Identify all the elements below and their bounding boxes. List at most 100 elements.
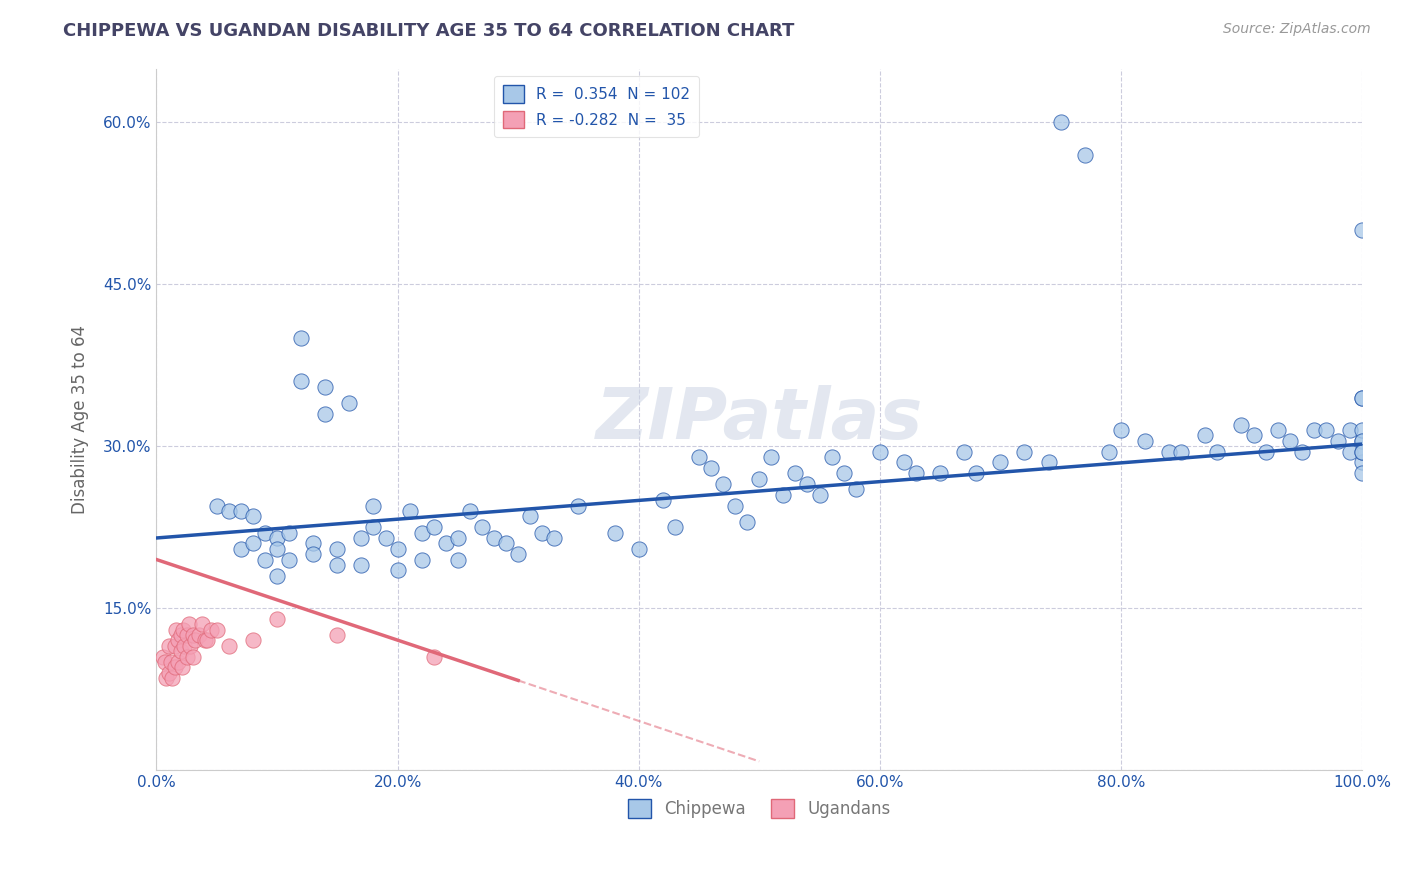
Point	[1302, 423, 1324, 437]
Point	[531, 525, 554, 540]
Point	[434, 536, 457, 550]
Point	[169, 644, 191, 658]
Point	[1351, 467, 1374, 481]
Point	[181, 628, 204, 642]
Point	[1014, 444, 1036, 458]
Point	[965, 467, 987, 481]
Point	[1170, 444, 1192, 458]
Point	[893, 455, 915, 469]
Point	[177, 617, 200, 632]
Point	[1339, 444, 1361, 458]
Point	[1074, 148, 1097, 162]
Text: Source: ZipAtlas.com: Source: ZipAtlas.com	[1223, 22, 1371, 37]
Point	[176, 628, 198, 642]
Point	[1230, 417, 1253, 432]
Point	[772, 488, 794, 502]
Point	[179, 639, 201, 653]
Point	[820, 450, 842, 464]
Point	[169, 628, 191, 642]
Point	[423, 520, 446, 534]
Point	[290, 331, 312, 345]
Point	[482, 531, 505, 545]
Point	[651, 493, 673, 508]
Point	[1159, 444, 1181, 458]
Point	[205, 499, 228, 513]
Point	[688, 450, 710, 464]
Point	[988, 455, 1011, 469]
Point	[1339, 423, 1361, 437]
Point	[411, 552, 433, 566]
Point	[471, 520, 494, 534]
Point	[387, 541, 409, 556]
Point	[519, 509, 541, 524]
Point	[495, 536, 517, 550]
Point	[1267, 423, 1289, 437]
Point	[1351, 455, 1374, 469]
Point	[700, 460, 723, 475]
Point	[157, 665, 180, 680]
Point	[363, 499, 385, 513]
Point	[458, 504, 481, 518]
Point	[869, 444, 891, 458]
Point	[567, 499, 589, 513]
Point	[160, 655, 183, 669]
Point	[266, 541, 288, 556]
Point	[184, 633, 207, 648]
Point	[1254, 444, 1277, 458]
Point	[1049, 115, 1071, 129]
Point	[1291, 444, 1313, 458]
Point	[1351, 391, 1374, 405]
Point	[350, 531, 373, 545]
Y-axis label: Disability Age 35 to 64: Disability Age 35 to 64	[72, 325, 89, 514]
Point	[1098, 444, 1121, 458]
Point	[205, 623, 228, 637]
Point	[170, 660, 193, 674]
Point	[785, 467, 807, 481]
Point	[398, 504, 420, 518]
Point	[302, 536, 325, 550]
Point	[195, 633, 218, 648]
Point	[242, 633, 264, 648]
Point	[152, 649, 174, 664]
Point	[447, 552, 470, 566]
Point	[1038, 455, 1060, 469]
Point	[266, 531, 288, 545]
Point	[200, 623, 222, 637]
Point	[314, 380, 336, 394]
Point	[194, 633, 217, 648]
Point	[176, 649, 198, 664]
Point	[1351, 434, 1374, 448]
Point	[543, 531, 565, 545]
Point	[326, 541, 349, 556]
Point	[374, 531, 396, 545]
Point	[187, 628, 209, 642]
Point	[167, 633, 190, 648]
Point	[508, 547, 530, 561]
Point	[1351, 444, 1374, 458]
Point	[278, 552, 301, 566]
Point	[845, 483, 868, 497]
Point	[808, 488, 831, 502]
Point	[302, 547, 325, 561]
Point	[832, 467, 855, 481]
Point	[761, 450, 783, 464]
Point	[163, 660, 186, 674]
Point	[253, 525, 276, 540]
Point	[326, 558, 349, 572]
Point	[1243, 428, 1265, 442]
Point	[1351, 391, 1374, 405]
Point	[165, 623, 187, 637]
Point	[627, 541, 650, 556]
Point	[423, 649, 446, 664]
Text: ZIPatlas: ZIPatlas	[596, 384, 922, 454]
Text: CHIPPEWA VS UGANDAN DISABILITY AGE 35 TO 64 CORRELATION CHART: CHIPPEWA VS UGANDAN DISABILITY AGE 35 TO…	[63, 22, 794, 40]
Point	[181, 649, 204, 664]
Point	[157, 639, 180, 653]
Point	[1351, 423, 1374, 437]
Point	[350, 558, 373, 572]
Point	[314, 407, 336, 421]
Point	[242, 536, 264, 550]
Point	[447, 531, 470, 545]
Point	[218, 504, 240, 518]
Point	[153, 655, 176, 669]
